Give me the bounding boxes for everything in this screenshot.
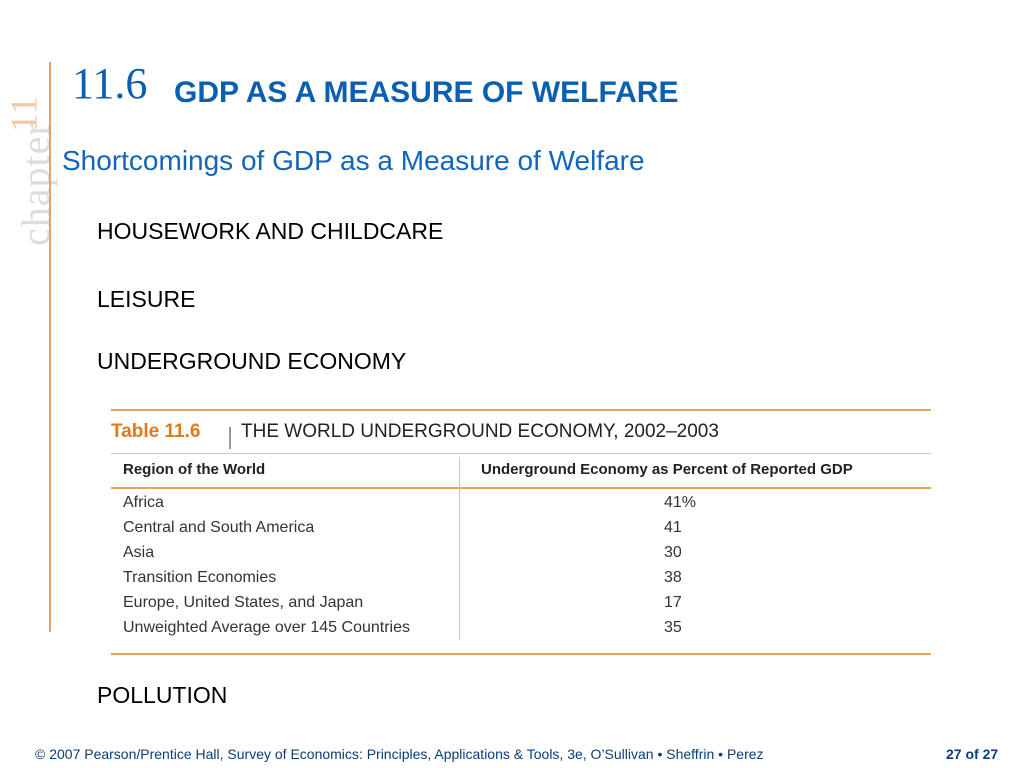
topic-underground-economy: UNDERGROUND ECONOMY bbox=[97, 348, 407, 374]
table-top-rule bbox=[111, 409, 931, 411]
table-row: Europe, United States, and Japan 17 bbox=[111, 594, 931, 619]
table-row: Africa 41% bbox=[111, 494, 931, 519]
table-body: Africa 41% Central and South America 41 … bbox=[111, 494, 931, 644]
percent-cell: 41% bbox=[664, 494, 697, 511]
chapter-side-number: 11 bbox=[3, 95, 46, 133]
page-indicator: 27 of 27 bbox=[946, 746, 999, 762]
topic-housework: HOUSEWORK AND CHILDCARE bbox=[97, 218, 444, 244]
percent-cell: 35 bbox=[664, 619, 682, 636]
region-cell: Transition Economies bbox=[123, 569, 277, 586]
table-row: Asia 30 bbox=[111, 544, 931, 569]
table-title: THE WORLD UNDERGROUND ECONOMY, 2002–2003 bbox=[241, 421, 719, 442]
region-cell: Unweighted Average over 145 Countries bbox=[123, 619, 410, 636]
region-cell: Asia bbox=[123, 544, 155, 561]
table-header-rule bbox=[111, 487, 931, 489]
table-row: Unweighted Average over 145 Countries 35 bbox=[111, 619, 931, 644]
table-title-rule bbox=[111, 453, 931, 454]
region-cell: Africa bbox=[123, 494, 164, 511]
column-header-percent: Underground Economy as Percent of Report… bbox=[481, 461, 853, 478]
accent-divider bbox=[49, 62, 51, 632]
section-title: GDP AS A MEASURE OF WELFARE bbox=[174, 76, 679, 109]
percent-cell: 41 bbox=[664, 519, 682, 536]
column-header-region: Region of the World bbox=[123, 461, 266, 478]
underground-economy-table: Table 11.6 THE WORLD UNDERGROUND ECONOMY… bbox=[111, 409, 931, 656]
table-row: Central and South America 41 bbox=[111, 519, 931, 544]
footer-citation: © 2007 Pearson/Prentice Hall, Survey of … bbox=[35, 746, 764, 762]
topic-pollution: POLLUTION bbox=[97, 682, 228, 708]
percent-cell: 17 bbox=[664, 594, 682, 611]
percent-cell: 30 bbox=[664, 544, 682, 561]
table-label: Table 11.6 bbox=[111, 421, 201, 442]
region-cell: Central and South America bbox=[123, 519, 315, 536]
table-title-separator bbox=[229, 427, 231, 449]
topic-leisure: LEISURE bbox=[97, 286, 196, 312]
percent-cell: 38 bbox=[664, 569, 682, 586]
section-number: 11.6 bbox=[72, 59, 148, 108]
slide-subtitle: Shortcomings of GDP as a Measure of Welf… bbox=[62, 145, 645, 176]
region-cell: Europe, United States, and Japan bbox=[123, 594, 364, 611]
table-bottom-rule bbox=[111, 653, 931, 655]
table-column-divider bbox=[459, 457, 460, 640]
table-row: Transition Economies 38 bbox=[111, 569, 931, 594]
